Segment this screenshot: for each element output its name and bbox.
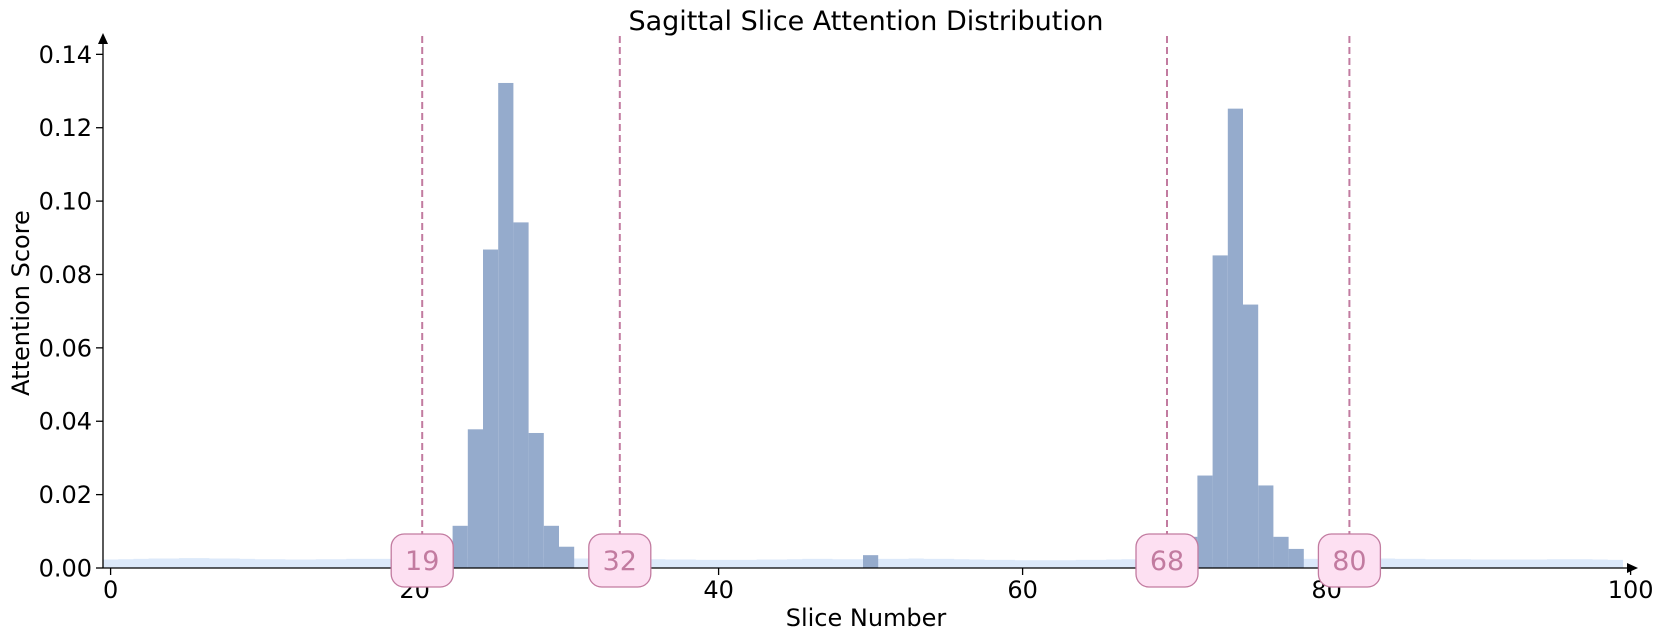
bar-slice-76 bbox=[1258, 485, 1274, 568]
bar-slice-30 bbox=[559, 546, 575, 568]
bar-slice-74 bbox=[1227, 108, 1243, 569]
bars bbox=[437, 82, 1304, 569]
y-tick-label: 0.12 bbox=[39, 114, 92, 142]
bar-slice-50 bbox=[863, 555, 879, 568]
y-ticks: 0.00 0.02 0.04 0.06 0.08 0.10 0.12 0.14 bbox=[39, 41, 103, 583]
bar-slice-25 bbox=[483, 249, 499, 568]
y-axis-arrow-icon bbox=[98, 33, 108, 44]
y-tick-label: 0.10 bbox=[39, 188, 92, 216]
marker-label-80: 80 bbox=[1317, 533, 1382, 588]
marker-label-box bbox=[1135, 533, 1199, 588]
slice-marker-labels: 19 32 68 80 bbox=[390, 533, 1382, 588]
marker-label-text: 19 bbox=[405, 546, 439, 577]
marker-label-box bbox=[1317, 533, 1382, 588]
y-tick-label: 0.14 bbox=[39, 41, 92, 69]
marker-label-text: 68 bbox=[1150, 546, 1184, 577]
marker-label-box bbox=[588, 533, 652, 588]
axes bbox=[98, 33, 1638, 573]
chart-title: Sagittal Slice Attention Distribution bbox=[628, 6, 1103, 37]
bar-slice-78 bbox=[1288, 548, 1304, 568]
bar-slice-75 bbox=[1243, 304, 1259, 568]
marker-label-text: 32 bbox=[603, 546, 637, 577]
x-axis-arrow-icon bbox=[1627, 563, 1638, 573]
bar-slice-73 bbox=[1212, 255, 1228, 568]
bar-slice-29 bbox=[543, 525, 559, 568]
x-axis-label: Slice Number bbox=[786, 604, 947, 632]
y-tick-label: 0.06 bbox=[39, 334, 92, 362]
marker-label-box bbox=[390, 533, 454, 588]
y-tick-label: 0.02 bbox=[39, 481, 92, 509]
bar-slice-28 bbox=[528, 432, 544, 568]
marker-label-text: 80 bbox=[1332, 546, 1366, 577]
y-tick-label: 0.04 bbox=[39, 408, 92, 436]
x-tick-label: 40 bbox=[703, 576, 734, 604]
x-ticks: 0 20 40 60 80 100 bbox=[103, 568, 1654, 604]
bar-slice-27 bbox=[513, 222, 529, 568]
bar-slice-23 bbox=[452, 525, 468, 568]
y-axis-label: Attention Score bbox=[7, 210, 35, 396]
x-tick-label: 100 bbox=[1608, 576, 1654, 604]
marker-label-68: 68 bbox=[1135, 533, 1199, 588]
marker-label-32: 32 bbox=[588, 533, 652, 588]
bar-slice-24 bbox=[467, 429, 483, 568]
bar-slice-77 bbox=[1273, 536, 1289, 568]
bar-slice-72 bbox=[1197, 475, 1213, 568]
y-tick-label: 0.08 bbox=[39, 261, 92, 289]
x-tick-label: 0 bbox=[103, 576, 118, 604]
slice-markers bbox=[421, 36, 1351, 568]
marker-label-19: 19 bbox=[390, 533, 454, 588]
y-tick-label: 0.00 bbox=[39, 555, 92, 583]
bar-slice-26 bbox=[498, 82, 514, 568]
x-tick-label: 60 bbox=[1007, 576, 1038, 604]
